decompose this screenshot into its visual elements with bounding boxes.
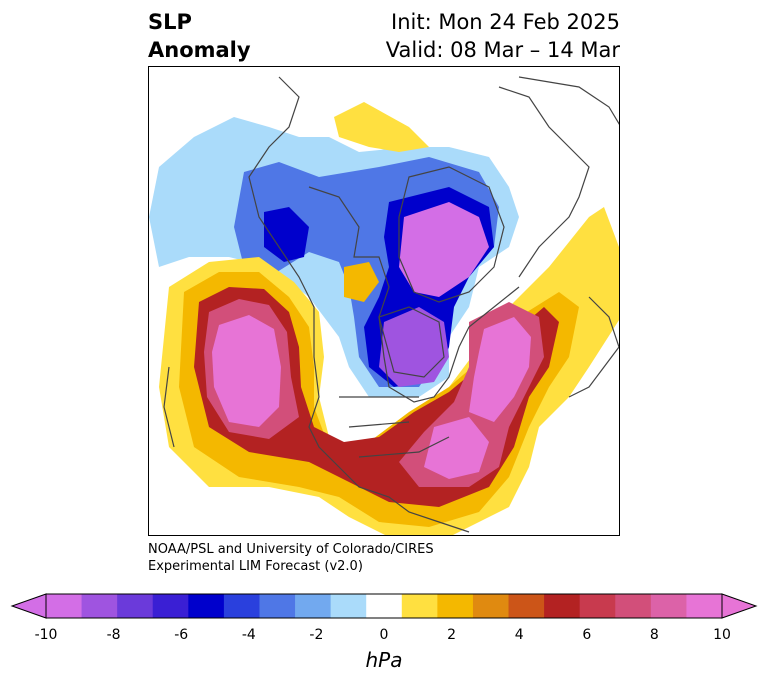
- anomaly-pos-blob-central: [344, 262, 379, 302]
- title-line-1: SLP: [148, 10, 192, 34]
- colorbar-segment: [472, 594, 510, 618]
- credit-line-2: Experimental LIM Forecast (v2.0): [148, 559, 363, 574]
- colorbar-segment: [437, 594, 474, 618]
- anomaly-map: [148, 66, 620, 536]
- map-title: SLP Anomaly: [148, 8, 251, 64]
- title-line-2: Anomaly: [148, 38, 251, 62]
- valid-range: Valid: 08 Mar – 14 Mar: [385, 38, 620, 62]
- colorbar-segment: [579, 594, 616, 618]
- coastlines: [163, 76, 619, 533]
- colorbar-segment: [401, 594, 438, 618]
- credit-line-1: NOAA/PSL and University of Colorado/CIRE…: [148, 542, 434, 557]
- anomaly-pos-weak-arctic: [334, 102, 429, 152]
- colorbar-segment: [46, 594, 83, 618]
- colorbar-border: [45, 593, 723, 619]
- colorbar-unit: hPa: [365, 648, 403, 672]
- colorbar-segment: [117, 594, 154, 618]
- map-svg: [149, 76, 619, 535]
- anomaly-neg-extreme-greenland: [399, 202, 489, 297]
- colorbar-segment: [330, 594, 367, 618]
- colorbar-tick-label: -2: [309, 627, 324, 643]
- colorbar-segment: [544, 594, 581, 618]
- colorbar-segment: [615, 594, 652, 618]
- colorbar-segment: [508, 594, 545, 618]
- colorbar-tick-label: -4: [241, 627, 256, 643]
- colorbar-segment: [81, 594, 118, 618]
- anomaly-pos-extreme-atlantic: [469, 317, 531, 422]
- colorbar-tick-label: 10: [713, 627, 731, 643]
- colorbar-segment: [259, 594, 296, 618]
- colorbar-tick-label: -8: [106, 627, 121, 643]
- colorbar-tick-label: -10: [34, 627, 58, 643]
- colorbar-segment: [686, 594, 723, 618]
- init-date: Init: Mon 24 Feb 2025: [391, 10, 620, 34]
- colorbar-svg: [10, 593, 758, 619]
- colorbar-segment: [223, 594, 260, 618]
- anomaly-pos-extreme-pacific: [212, 315, 281, 427]
- colorbar-tick-label: 6: [582, 627, 592, 643]
- anomaly-neg-extreme-hudson: [379, 307, 449, 387]
- forecast-dates: Init: Mon 24 Feb 2025 Valid: 08 Mar – 14…: [386, 8, 620, 64]
- colorbar-extend-high: [721, 593, 758, 619]
- anomaly-pos-extreme-east-us: [424, 417, 489, 479]
- colorbar-extend-low: [10, 593, 47, 619]
- colorbar-tick-label: 4: [514, 627, 524, 643]
- colorbar-tick-label: 2: [447, 627, 457, 643]
- colorbar-segment: [366, 594, 403, 618]
- colorbar-segment: [295, 594, 332, 618]
- colorbar-tick-label: 8: [649, 627, 659, 643]
- colorbar: [10, 590, 758, 624]
- colorbar-segment: [188, 594, 225, 618]
- colorbar-tick-label: 0: [379, 627, 389, 643]
- credit-text: NOAA/PSL and University of Colorado/CIRE…: [148, 541, 434, 575]
- colorbar-segment: [650, 594, 687, 618]
- colorbar-tick-label: -6: [174, 627, 189, 643]
- anomaly-neg-strong-west: [264, 207, 309, 262]
- colorbar-segment: [152, 594, 189, 618]
